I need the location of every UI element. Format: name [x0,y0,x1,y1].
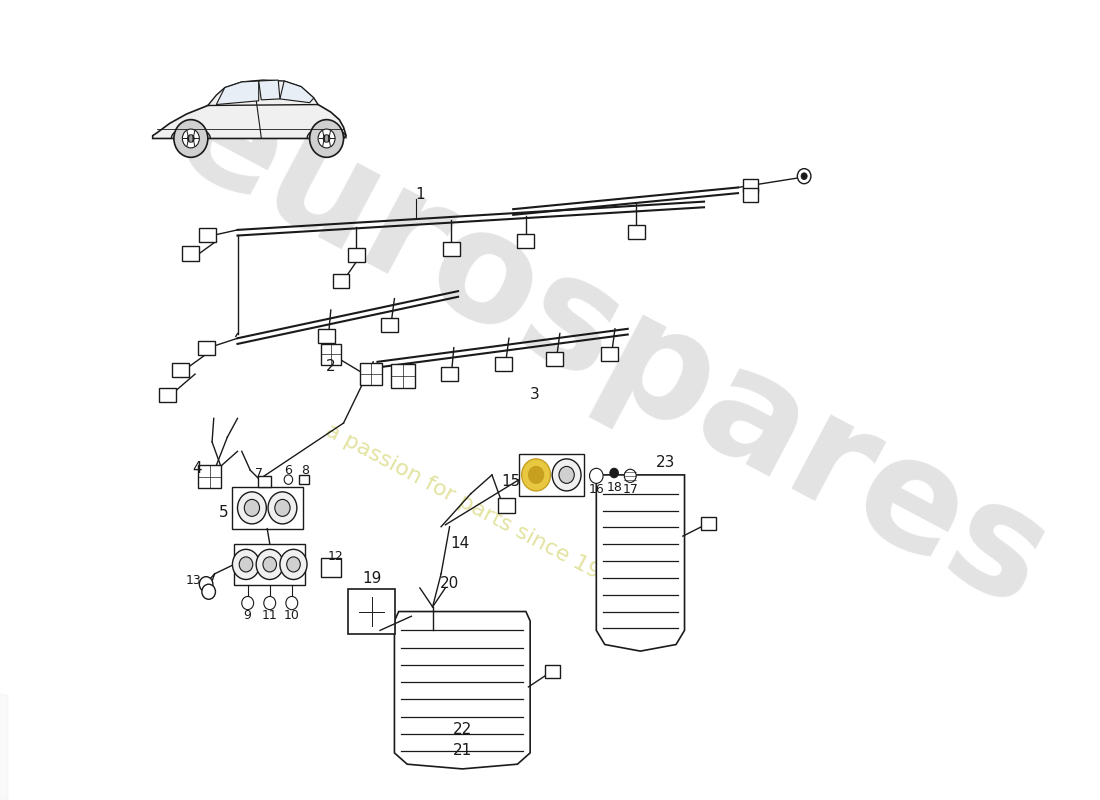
Bar [495,357,513,370]
Circle shape [625,470,636,482]
Text: 5: 5 [219,505,229,520]
Text: 8: 8 [301,464,309,477]
Bar [183,246,199,261]
Bar [517,234,535,248]
Bar [318,330,336,343]
Bar [519,454,584,496]
Circle shape [202,584,216,599]
Circle shape [187,134,195,142]
Circle shape [244,499,260,516]
Bar [390,364,415,388]
Bar [547,352,563,366]
Bar [381,318,398,332]
Circle shape [238,492,266,524]
Circle shape [590,468,603,483]
Text: 7: 7 [255,466,263,479]
Polygon shape [258,80,279,100]
Polygon shape [208,80,318,106]
Bar [744,179,758,192]
Circle shape [268,492,297,524]
Text: 9: 9 [244,609,252,622]
Circle shape [318,129,336,148]
Text: 22: 22 [453,722,472,737]
Text: 4: 4 [192,461,201,476]
Circle shape [239,557,253,572]
Bar [198,466,221,488]
Bar [160,388,176,402]
Bar [744,189,758,202]
Text: a passion for parts since 1985: a passion for parts since 1985 [321,420,628,596]
Bar [498,498,515,513]
Bar [234,544,306,585]
Circle shape [275,499,290,516]
Text: 17: 17 [623,482,638,495]
Circle shape [183,129,199,148]
Text: 21: 21 [453,743,472,758]
Text: 13: 13 [186,574,201,587]
Text: 6: 6 [285,464,293,477]
Bar [360,362,382,386]
Circle shape [199,577,213,592]
Polygon shape [153,97,346,138]
Bar [701,518,716,530]
Bar [602,347,618,362]
Bar [544,666,560,678]
Bar [320,558,341,577]
Text: 12: 12 [327,550,343,563]
Bar [173,363,189,378]
Text: 1: 1 [415,186,425,202]
Circle shape [286,597,298,610]
Text: 16: 16 [588,482,604,495]
Circle shape [521,459,550,491]
Bar [441,367,458,381]
Bar [443,242,460,256]
Circle shape [528,466,543,483]
Circle shape [552,459,581,491]
Text: 3: 3 [529,387,539,402]
Circle shape [798,169,811,184]
Circle shape [264,597,276,610]
Bar [348,589,395,634]
Circle shape [256,550,284,579]
Circle shape [242,597,254,610]
Circle shape [559,466,574,483]
Polygon shape [596,475,684,651]
Text: 23: 23 [657,455,675,470]
Text: 14: 14 [450,536,470,551]
Text: 2: 2 [326,359,336,374]
Bar [320,344,341,365]
Circle shape [263,557,276,572]
Bar [332,274,350,288]
Text: 11: 11 [262,609,277,622]
Circle shape [801,173,807,179]
Bar [298,475,309,484]
Circle shape [609,468,618,478]
Text: 18: 18 [606,481,623,494]
Polygon shape [279,81,313,102]
Bar [348,248,365,262]
Text: 15: 15 [502,474,520,489]
Bar [199,227,217,242]
Circle shape [287,557,300,572]
Bar [628,225,645,239]
Circle shape [323,134,330,142]
Polygon shape [217,81,258,105]
Text: 20: 20 [440,576,459,590]
Bar [198,341,214,354]
Circle shape [174,120,208,158]
Circle shape [284,475,293,484]
Text: eurospares: eurospares [150,55,1072,640]
Circle shape [279,550,307,579]
Polygon shape [395,611,530,769]
Circle shape [232,550,260,579]
Text: 19: 19 [362,571,382,586]
Text: 10: 10 [284,609,299,622]
Bar [232,487,302,529]
Bar [257,476,272,487]
Circle shape [309,120,343,158]
